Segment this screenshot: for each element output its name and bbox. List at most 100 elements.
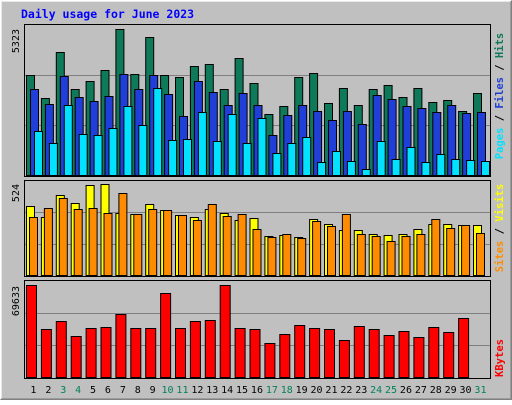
bottom-bar-kbytes-day-16 (249, 329, 261, 378)
day-label-2: 2 (45, 385, 51, 396)
day-axis: 1 2 3 4 5 6 7 8 9 10 11 12 13 14 15 16 17 18 19 20 21 22 23 24 2… (30, 385, 486, 396)
bottom-bar-kbytes-day-1 (26, 285, 37, 378)
top-bar-pages-day-31 (481, 161, 490, 176)
legend-top-item-files: Files (494, 77, 506, 109)
bottom-bar-kbytes-day-14 (219, 285, 231, 378)
day-label-3: 3 (60, 385, 66, 396)
top-bar-pages-day-5 (93, 135, 103, 176)
bottom-bar-kbytes-day-12 (189, 321, 201, 378)
bottom-bar-kbytes-day-6 (100, 327, 112, 378)
middle-bar-sites-day-18 (282, 234, 292, 276)
top-bar-pages-day-12 (197, 112, 207, 176)
top-bar-pages-day-15 (242, 143, 252, 176)
top-bar-pages-day-8 (138, 125, 148, 176)
top-bar-files-day-23 (357, 124, 367, 176)
bottom-bar-kbytes-day-4 (70, 336, 82, 378)
bevel-light-inner (1, 1, 511, 399)
day-label-16: 16 (251, 385, 263, 396)
day-label-5: 5 (90, 385, 96, 396)
bottom-bar-kbytes-day-17 (264, 343, 276, 378)
middle-bar-sites-day-3 (58, 198, 68, 276)
legend-top-item-hits: Hits (494, 33, 506, 58)
middle-bar-sites-day-29 (446, 228, 456, 276)
day-label-10: 10 (162, 385, 174, 396)
middle-panel-border (24, 180, 491, 277)
day-label-22: 22 (340, 385, 352, 396)
day-label-21: 21 (325, 385, 337, 396)
top-bar-pages-day-20 (317, 162, 327, 176)
day-label-31: 31 (474, 385, 486, 396)
bottom-bar-kbytes-day-10 (160, 293, 172, 378)
top-bar-pages-day-9 (153, 88, 163, 176)
day-label-15: 15 (236, 385, 248, 396)
middle-legend: Sites / Visits (494, 184, 506, 273)
middle-bar-sites-day-28 (431, 219, 441, 276)
middle-bar-sites-day-15 (237, 214, 247, 276)
top-bar-pages-day-26 (406, 147, 416, 176)
middle-bar-sites-day-13 (207, 204, 217, 276)
day-label-14: 14 (221, 385, 233, 396)
top-bar-pages-day-17 (272, 153, 282, 176)
middle-bar-sites-day-10 (163, 210, 173, 276)
day-label-27: 27 (415, 385, 427, 396)
day-label-12: 12 (191, 385, 203, 396)
middle-bar-sites-day-16 (252, 229, 262, 276)
day-label-7: 7 (120, 385, 126, 396)
day-label-8: 8 (135, 385, 141, 396)
bottom-bar-kbytes-day-27 (413, 337, 425, 378)
day-label-28: 28 (430, 385, 442, 396)
bevel-dark-inner (1, 1, 511, 399)
middle-bar-sites-day-30 (461, 225, 471, 276)
bottom-bar-kbytes-day-11 (175, 328, 186, 378)
legend-top-separator: / (494, 58, 506, 77)
day-label-24: 24 (370, 385, 382, 396)
bottom-bar-kbytes-day-21 (324, 329, 335, 378)
top-bar-pages-day-6 (108, 128, 118, 176)
middle-bar-sites-day-9 (148, 209, 158, 276)
bottom-legend: KBytes (494, 339, 506, 377)
bottom-bar-kbytes-day-20 (309, 328, 321, 378)
bottom-bar-kbytes-day-15 (234, 328, 246, 378)
day-label-4: 4 (75, 385, 81, 396)
top-bar-pages-day-1 (34, 131, 43, 176)
day-label-19: 19 (296, 385, 308, 396)
top-bar-pages-day-2 (48, 143, 58, 176)
top-bar-pages-day-13 (212, 141, 222, 176)
day-label-23: 23 (355, 385, 367, 396)
middle-bar-sites-day-21 (327, 226, 336, 276)
bottom-bar-kbytes-day-28 (428, 327, 440, 378)
day-label-29: 29 (445, 385, 457, 396)
day-label-25: 25 (385, 385, 397, 396)
bottom-bar-kbytes-day-2 (40, 329, 52, 378)
bottom-bar-kbytes-day-3 (55, 321, 67, 378)
top-bar-pages-day-18 (287, 143, 297, 176)
middle-bar-sites-day-5 (88, 208, 98, 276)
legend-top-separator: / (494, 109, 506, 128)
day-label-20: 20 (311, 385, 323, 396)
bottom-bar-kbytes-day-19 (294, 325, 306, 378)
day-label-1: 1 (30, 385, 36, 396)
middle-bar-sites-day-23 (356, 234, 366, 276)
middle-bar-sites-day-8 (133, 214, 143, 276)
bottom-max-label: 69633 (11, 286, 22, 316)
middle-bar-sites-day-24 (371, 236, 381, 276)
legend-middle-text: Sites / Visits (494, 184, 506, 273)
day-label-18: 18 (281, 385, 293, 396)
top-bar-pages-day-23 (361, 169, 371, 176)
top-bar-pages-day-30 (466, 160, 476, 176)
bottom-bar-kbytes-day-22 (338, 340, 350, 378)
top-bar-pages-day-28 (436, 154, 446, 176)
middle-bar-sites-day-1 (29, 217, 38, 276)
day-label-6: 6 (105, 385, 111, 396)
top-legend: Pages / Files / Hits (494, 33, 506, 159)
middle-bar-sites-day-20 (312, 221, 322, 276)
middle-bar-sites-day-11 (178, 215, 187, 276)
chart-title: Daily usage for June 2023 (21, 7, 194, 21)
top-bar-pages-day-25 (391, 159, 401, 176)
bottom-bar-kbytes-day-29 (443, 332, 455, 378)
bottom-bar-kbytes-day-9 (145, 328, 157, 378)
top-bar-pages-day-21 (332, 151, 341, 176)
legend-bottom-item-kbytes: KBytes (494, 339, 506, 377)
top-bar-pages-day-27 (421, 162, 431, 176)
